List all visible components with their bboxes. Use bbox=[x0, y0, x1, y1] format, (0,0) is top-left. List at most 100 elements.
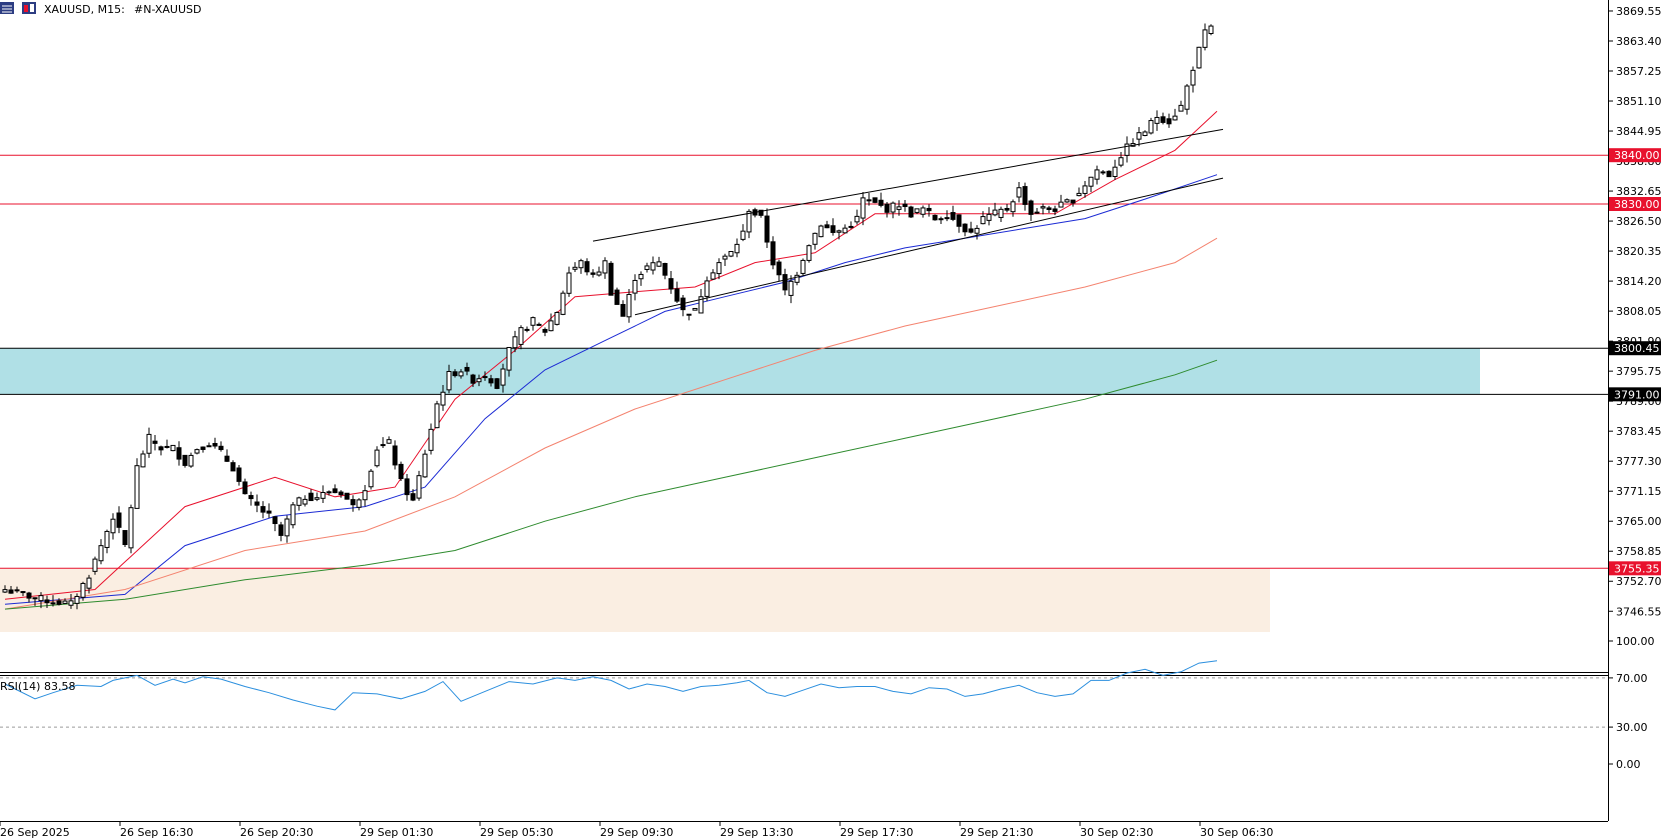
candle-body bbox=[1094, 169, 1100, 180]
time-tick-label: 29 Sep 17:30 bbox=[840, 826, 913, 839]
candle-body bbox=[560, 292, 566, 315]
price-tick-label: 3808.05 bbox=[1616, 305, 1662, 318]
trendline[interactable] bbox=[592, 128, 1224, 242]
candle-body bbox=[134, 465, 140, 509]
candle-body bbox=[278, 524, 284, 536]
candle-body bbox=[1142, 131, 1148, 137]
ema-fast-line bbox=[4, 110, 1218, 600]
channel-trendlines[interactable] bbox=[592, 128, 1224, 316]
candle-body bbox=[368, 470, 374, 488]
rsi-levels bbox=[0, 677, 1608, 728]
candle-body bbox=[116, 512, 122, 528]
candle-body bbox=[1004, 207, 1010, 211]
candle-body bbox=[320, 492, 326, 499]
candle-body bbox=[1118, 157, 1124, 166]
candle-body bbox=[620, 303, 626, 317]
candle-body bbox=[32, 597, 38, 600]
candle-body bbox=[44, 599, 50, 604]
time-tick-label: 26 Sep 20:30 bbox=[240, 826, 313, 839]
candle-body bbox=[674, 288, 680, 302]
candle-body bbox=[908, 206, 914, 218]
candle-body bbox=[656, 261, 662, 267]
candle-body bbox=[122, 530, 128, 546]
ema-slow-line bbox=[4, 237, 1218, 610]
candle-body bbox=[650, 262, 656, 271]
candle-body bbox=[512, 336, 518, 349]
candle-body bbox=[386, 439, 392, 444]
candle-body bbox=[506, 346, 512, 371]
candle-body bbox=[596, 271, 602, 276]
candle-body bbox=[380, 444, 386, 447]
price-tag-label: 3840.00 bbox=[1614, 149, 1660, 162]
candle-body bbox=[980, 216, 986, 225]
candle-body bbox=[80, 582, 86, 598]
candle-body bbox=[344, 492, 350, 500]
candle-body bbox=[806, 245, 812, 261]
candle-body bbox=[524, 328, 530, 331]
candle-body bbox=[992, 209, 998, 216]
price-tag-label: 3755.35 bbox=[1614, 562, 1660, 575]
candle-body bbox=[1028, 200, 1034, 215]
candle-body bbox=[38, 595, 44, 602]
candle-body bbox=[614, 289, 620, 305]
chart-menu-icon[interactable] bbox=[0, 2, 14, 14]
rsi-path bbox=[4, 660, 1218, 711]
price-tag-box bbox=[1609, 148, 1661, 163]
candle-body bbox=[152, 440, 158, 444]
candle-body bbox=[86, 577, 92, 589]
candle-body bbox=[578, 260, 584, 269]
price-tag-box bbox=[1609, 341, 1661, 356]
candle-body bbox=[1196, 46, 1202, 69]
candle-body bbox=[944, 217, 950, 220]
candle-body bbox=[440, 391, 446, 406]
candle-body bbox=[362, 490, 368, 501]
candle-body bbox=[602, 260, 608, 274]
candle-body bbox=[272, 516, 278, 525]
candle-body bbox=[1034, 211, 1040, 214]
candle-body bbox=[158, 446, 164, 451]
price-tick-label: 3857.25 bbox=[1616, 65, 1662, 78]
candle-body bbox=[248, 495, 254, 500]
candle-body bbox=[956, 214, 962, 227]
candle-body bbox=[968, 228, 974, 233]
candle-body bbox=[824, 224, 830, 229]
candle-body bbox=[1058, 201, 1064, 208]
price-tick-label: 3863.40 bbox=[1616, 35, 1662, 48]
candle-body bbox=[1112, 166, 1118, 177]
price-tick-label: 3777.30 bbox=[1616, 455, 1662, 468]
candle-body bbox=[590, 272, 596, 275]
candle-body bbox=[902, 203, 908, 208]
candle-body bbox=[236, 467, 242, 482]
candle-body bbox=[50, 602, 56, 605]
candle-body bbox=[758, 209, 764, 216]
price-tag-label: 3791.00 bbox=[1614, 388, 1660, 401]
price-tick-label: 3771.15 bbox=[1616, 485, 1662, 498]
candle-body bbox=[782, 274, 788, 291]
candle-body bbox=[296, 497, 302, 506]
candle-body bbox=[554, 312, 560, 325]
price-tick-label: 3814.20 bbox=[1616, 275, 1662, 288]
chart-header: XAUUSD, M15: #N-XAUUSD bbox=[0, 2, 201, 16]
candle-body bbox=[260, 506, 266, 513]
candle-body bbox=[1154, 116, 1160, 124]
trendline[interactable] bbox=[634, 177, 1224, 316]
price-tick-label: 3746.55 bbox=[1616, 605, 1662, 618]
candle-body bbox=[422, 453, 428, 478]
candle-body bbox=[1100, 171, 1106, 174]
candle-body bbox=[920, 207, 926, 215]
candle-body bbox=[110, 518, 116, 534]
price-tag-box bbox=[1609, 387, 1661, 402]
candle-body bbox=[206, 445, 212, 448]
candle-body bbox=[428, 428, 434, 451]
candle-body bbox=[776, 261, 782, 276]
candle-body bbox=[290, 504, 296, 526]
time-tick-label: 29 Sep 01:30 bbox=[360, 826, 433, 839]
rsi-tick-label: 30.00 bbox=[1616, 721, 1648, 734]
candle-body bbox=[866, 199, 872, 202]
price-tag-box bbox=[1609, 196, 1661, 211]
price-zones bbox=[0, 347, 1608, 632]
price-axis: 3863.403857.253851.103844.953838.803832.… bbox=[1608, 5, 1662, 618]
one-click-trading-icon[interactable] bbox=[22, 2, 36, 14]
